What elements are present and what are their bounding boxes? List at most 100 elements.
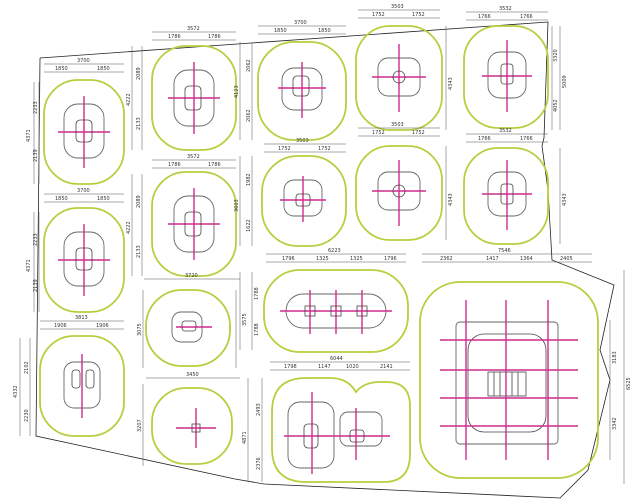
equipment-icon xyxy=(191,423,201,433)
dim-label: 1752 xyxy=(318,146,331,152)
dim-label: 1147 xyxy=(318,364,331,370)
dim-label: 1766 xyxy=(520,14,533,20)
dim-label: 1752 xyxy=(372,12,385,18)
dim-label: 6223 xyxy=(328,248,341,254)
dim-label: 1325 xyxy=(350,256,363,262)
dim-label: 4222 xyxy=(126,93,132,106)
dim-label: 3183 xyxy=(612,351,618,364)
equipment-icon xyxy=(392,70,406,84)
dim-label: 1766 xyxy=(478,136,491,142)
dim-label: 3532 xyxy=(499,6,512,12)
structure-outline xyxy=(467,333,547,433)
dim-label: 2233 xyxy=(33,101,39,114)
safety-zone xyxy=(43,207,125,313)
safety-zone xyxy=(151,45,237,151)
dim-label: 2089 xyxy=(136,195,142,208)
equipment-icon xyxy=(71,369,81,389)
dim-label: 1752 xyxy=(412,12,425,18)
dim-label: 4371 xyxy=(26,129,32,142)
dim-label: 2133 xyxy=(136,117,142,130)
dim-label: 5009 xyxy=(562,75,568,88)
dim-label: 1906 xyxy=(96,323,109,329)
dim-label: 2230 xyxy=(24,409,30,422)
site-boundary xyxy=(35,21,615,499)
unit-c2: 3503 1752 1752 3603 1982 1622 xyxy=(234,138,347,247)
safety-zone xyxy=(263,269,409,353)
dim-label: 2376 xyxy=(256,457,262,470)
equipment-pad xyxy=(287,401,335,469)
dim-label: 2089 xyxy=(136,67,142,80)
dim-label: 3342 xyxy=(612,417,618,430)
unit-a2: 3700 1850 1850 4371 2233 2139 xyxy=(26,188,125,313)
dim-label: 6044 xyxy=(330,356,343,362)
unit-a1: 3700 1850 1850 4371 2233 2139 xyxy=(26,58,125,185)
dim-label: 1850 xyxy=(55,196,68,202)
dim-label: 4332 xyxy=(13,385,19,398)
dim-label: 7546 xyxy=(498,248,511,254)
equipment-icon xyxy=(303,423,319,449)
dim-label: 1788 xyxy=(254,287,260,300)
dim-label: 1982 xyxy=(246,173,252,186)
dim-label: 3503 xyxy=(296,138,309,144)
equipment-icon xyxy=(304,305,316,317)
dim-label: 1752 xyxy=(412,130,425,136)
equipment-icon xyxy=(330,305,342,317)
dim-label: 1786 xyxy=(208,34,221,40)
dim-label: 2133 xyxy=(136,245,142,258)
dim-label: 2493 xyxy=(256,403,262,416)
safety-zone xyxy=(271,377,411,483)
dim-label: 1752 xyxy=(372,130,385,136)
dim-label: 4343 xyxy=(448,193,454,206)
safety-zone xyxy=(39,335,125,437)
safety-zone xyxy=(355,25,443,131)
unit-long-triple: 6223 1796 1325 1325 1796 1788 1788 3575 xyxy=(239,248,409,353)
safety-zone xyxy=(355,145,443,241)
unit-b3: 3720 3075 xyxy=(137,273,240,368)
dim-label: 1786 xyxy=(168,162,181,168)
dim-label: 2141 xyxy=(380,364,393,370)
dim-label: 1796 xyxy=(282,256,295,262)
safety-zone xyxy=(463,147,549,245)
dim-label: 3572 xyxy=(187,154,200,160)
dim-label: 1850 xyxy=(55,66,68,72)
equipment-icon xyxy=(85,369,95,389)
unit-c1: 3700 1850 1850 4123 2062 2062 xyxy=(234,20,347,141)
dim-label: 3075 xyxy=(137,323,143,336)
dim-label: 1850 xyxy=(97,66,110,72)
dim-label: 3700 xyxy=(294,20,307,26)
unit-e1: 3532 1766 1766 5009 3320 4052 xyxy=(463,6,568,130)
dim-label: 2139 xyxy=(33,149,39,162)
equipment-pad xyxy=(455,321,559,445)
dim-label: 1766 xyxy=(478,14,491,20)
equipment-icon xyxy=(292,75,310,97)
dim-label: 3532 xyxy=(499,128,512,134)
safety-zone xyxy=(145,289,231,367)
dim-label: 1364 xyxy=(520,256,533,262)
dim-label: 3320 xyxy=(553,49,559,62)
dim-label: 1788 xyxy=(254,323,260,336)
dim-label: 4343 xyxy=(562,193,568,206)
unit-d1: 3503 1752 1752 4343 xyxy=(355,4,454,131)
dim-label: 3575 xyxy=(242,313,248,326)
dim-label: 6525 xyxy=(626,377,632,390)
unit-b2: 3572 1786 1786 4222 2089 2133 xyxy=(126,154,237,277)
dim-label: 4222 xyxy=(126,221,132,234)
equipment-icon xyxy=(349,429,365,443)
dim-label: 1798 xyxy=(284,364,297,370)
dim-label: 3503 xyxy=(391,122,404,128)
unit-bottom-combo: 6044 1798 1147 1020 2141 2493 2376 4871 xyxy=(242,356,411,483)
safety-zone xyxy=(257,41,347,141)
dim-label: 2062 xyxy=(246,109,252,122)
dim-label: 2139 xyxy=(33,279,39,292)
dim-label: 2102 xyxy=(24,361,30,374)
equipment-icon xyxy=(184,211,202,237)
dim-label: 1850 xyxy=(318,28,331,34)
equipment-icon xyxy=(184,85,202,111)
dim-label: 2405 xyxy=(560,256,573,262)
unit-d2: 3503 1752 1752 4343 xyxy=(355,122,454,241)
dim-label: 1906 xyxy=(54,323,67,329)
dim-label: 2233 xyxy=(33,233,39,246)
dim-label: 1020 xyxy=(346,364,359,370)
dim-label: 4871 xyxy=(242,431,248,444)
